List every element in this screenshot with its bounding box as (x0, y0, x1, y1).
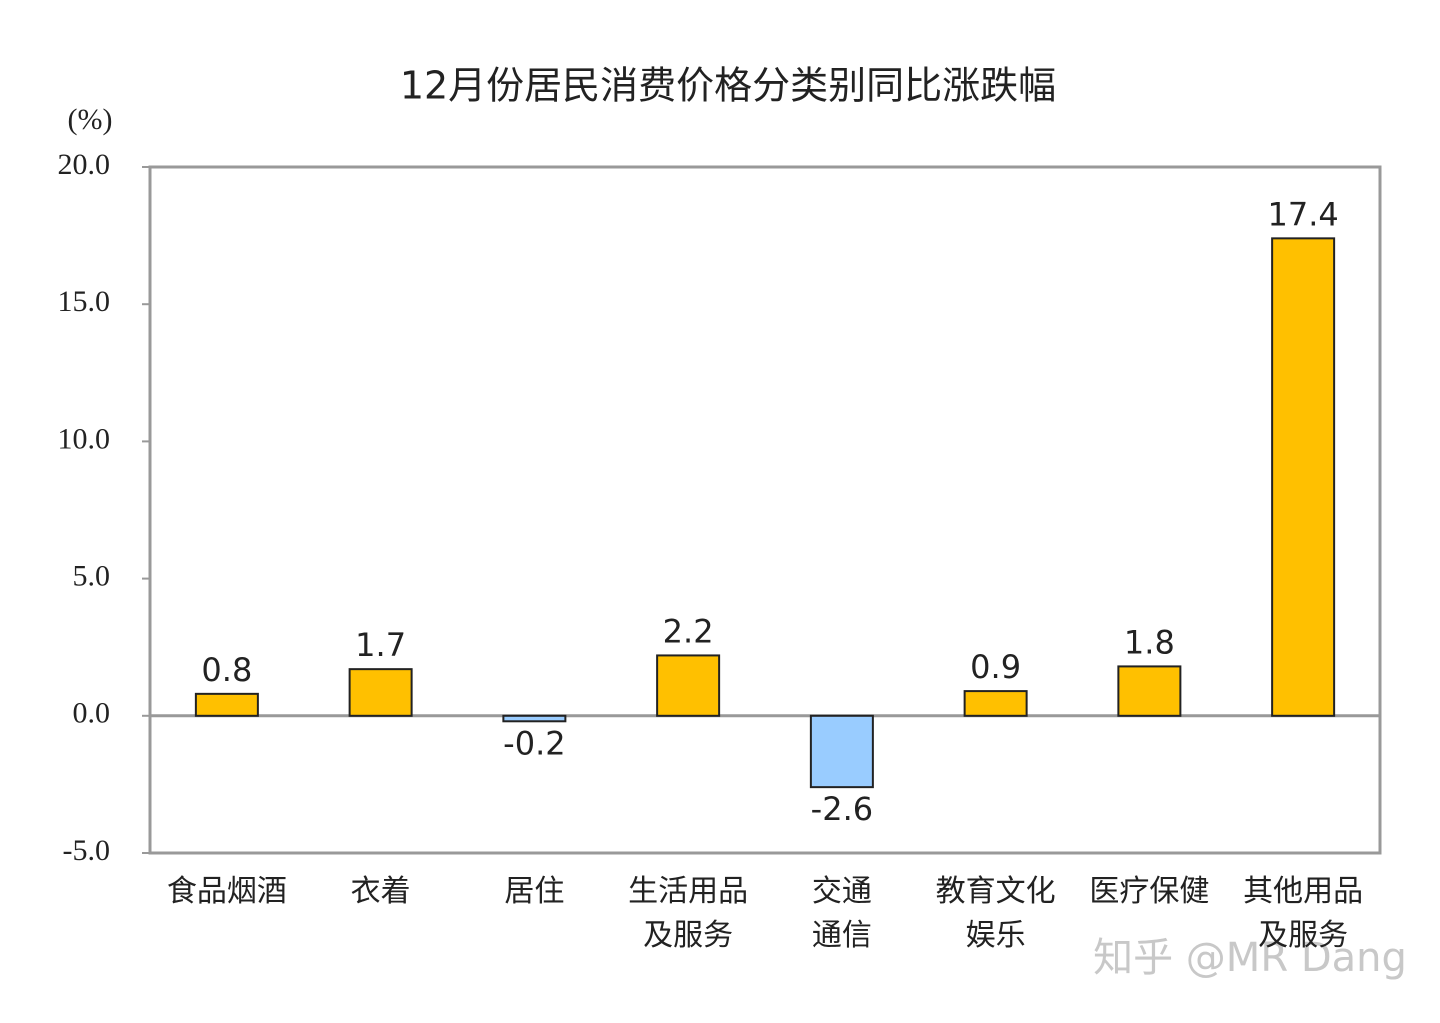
x-tick-label: 衣着 (350, 874, 411, 909)
x-tick-label: 居住 (504, 874, 565, 909)
plot-frame (148, 165, 1382, 855)
x-tick-label-box: 医疗保健 (1089, 874, 1210, 909)
bar (348, 668, 413, 717)
x-tick-label-box: 居住 (504, 874, 565, 909)
bar (502, 714, 567, 723)
x-tick-label: 医疗保健 (1089, 874, 1210, 909)
y-tick-label: 10.0 (58, 422, 111, 455)
value-label: 1.8 (1124, 623, 1175, 661)
value-label: 1.7 (355, 626, 406, 664)
x-tick-label-box: 其他用品 及服务 (1243, 874, 1364, 953)
bar (656, 654, 721, 717)
bar (809, 714, 874, 789)
y-axis-label: (%) (68, 103, 113, 136)
y-tick-label: 20.0 (58, 148, 111, 181)
y-tick-label: 5.0 (73, 559, 111, 592)
value-label: 2.2 (663, 612, 714, 650)
x-tick-label: 其他用品 及服务 (1243, 874, 1364, 953)
x-tick-label: 教育文化 娱乐 (935, 874, 1056, 953)
bar (1117, 665, 1182, 717)
y-tick-label: 15.0 (58, 285, 111, 318)
value-label: 17.4 (1268, 195, 1339, 233)
x-tick-label-box: 教育文化 娱乐 (935, 874, 1056, 953)
chart-title: 12月份居民消费价格分类别同比涨跌幅 (400, 64, 1056, 108)
x-tick-label-box: 食品烟酒 (166, 874, 287, 909)
bar (963, 690, 1028, 717)
x-tick-label-box: 生活用品 及服务 (628, 874, 749, 953)
x-tick-label: 交通 通信 (811, 874, 872, 953)
x-tick-label: 食品烟酒 (166, 874, 287, 909)
y-tick-label: -5.0 (63, 834, 111, 867)
value-label: -2.6 (811, 790, 873, 828)
y-tick-label: 0.0 (73, 697, 111, 730)
value-label: 0.9 (970, 648, 1021, 686)
bar (1271, 237, 1336, 717)
watermark: 知乎 @MR Dang (1093, 935, 1407, 981)
x-tick-label-box: 衣着 (350, 874, 411, 909)
bar (194, 692, 259, 717)
x-tick-label-box: 交通 通信 (811, 874, 872, 953)
x-tick-label: 生活用品 及服务 (628, 874, 749, 953)
value-label: 0.8 (201, 651, 252, 689)
value-label: -0.2 (503, 724, 565, 762)
